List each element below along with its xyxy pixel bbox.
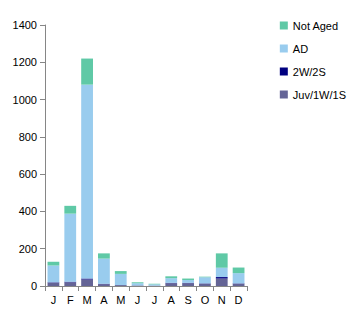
svg-text:400: 400 <box>19 205 37 217</box>
svg-text:AD: AD <box>293 43 308 55</box>
svg-text:A: A <box>100 294 108 306</box>
svg-text:J: J <box>135 294 141 306</box>
svg-text:800: 800 <box>19 131 37 143</box>
svg-text:A: A <box>168 294 176 306</box>
svg-text:F: F <box>67 294 74 306</box>
svg-text:1200: 1200 <box>13 56 37 68</box>
svg-text:O: O <box>201 294 210 306</box>
svg-text:200: 200 <box>19 243 37 255</box>
svg-text:J: J <box>51 294 57 306</box>
svg-text:0: 0 <box>31 280 37 292</box>
svg-text:2W/2S: 2W/2S <box>293 66 326 78</box>
svg-text:M: M <box>116 294 125 306</box>
svg-text:1400: 1400 <box>13 19 37 31</box>
svg-text:D: D <box>235 294 243 306</box>
svg-text:S: S <box>184 294 191 306</box>
svg-text:Juv/1W/1S: Juv/1W/1S <box>293 89 346 101</box>
svg-text:1000: 1000 <box>13 94 37 106</box>
svg-text:600: 600 <box>19 168 37 180</box>
svg-text:N: N <box>218 294 226 306</box>
svg-text:M: M <box>82 294 91 306</box>
svg-text:J: J <box>152 294 158 306</box>
svg-text:Not Aged: Not Aged <box>293 20 338 32</box>
